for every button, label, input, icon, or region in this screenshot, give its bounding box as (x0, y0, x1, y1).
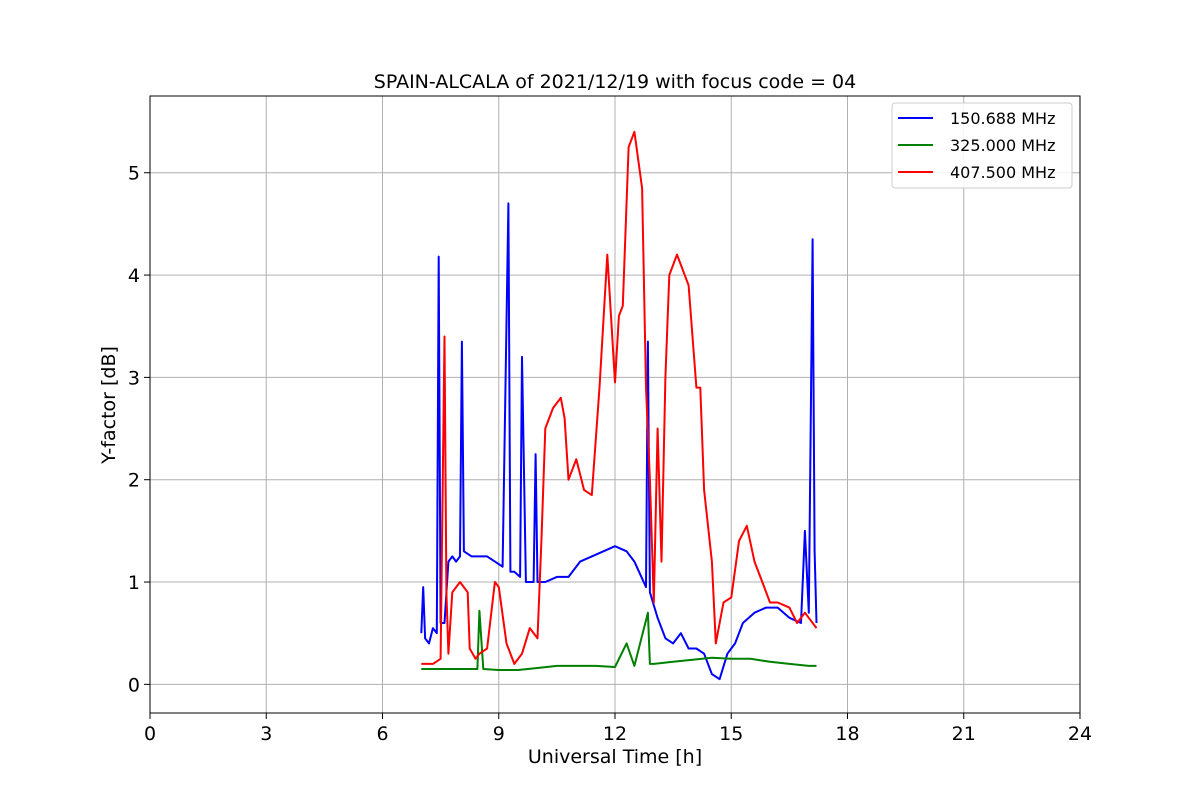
series-line-2 (421, 130, 818, 665)
x-tick-label: 3 (260, 723, 272, 745)
y-tick-label: 4 (128, 265, 140, 287)
x-tick-label: 18 (835, 723, 859, 745)
x-tick-label: 24 (1068, 723, 1092, 745)
x-tick-label: 15 (719, 723, 743, 745)
x-tick-label: 12 (603, 723, 627, 745)
y-tick-label: 5 (128, 163, 140, 185)
chart-title: SPAIN-ALCALA of 2021/12/19 with focus co… (374, 71, 856, 93)
legend: 150.688 MHz 325.000 MHz 407.500 MHz (891, 102, 1073, 189)
series-line-1 (421, 609, 817, 671)
x-tick-label: 9 (493, 723, 505, 745)
series-line-0 (420, 202, 818, 681)
y-tick-label: 0 (128, 674, 140, 696)
legend-box (891, 102, 1073, 189)
series-lines (420, 130, 818, 681)
legend-label-1: 325.000 MHz (950, 136, 1055, 155)
y-tick-label: 2 (128, 470, 140, 492)
x-tick-label: 21 (952, 723, 976, 745)
x-tick-label: 0 (144, 723, 156, 745)
x-tick-label: 6 (376, 723, 388, 745)
legend-label-0: 150.688 MHz (950, 109, 1055, 128)
y-tick-label: 1 (128, 572, 140, 594)
y-axis-label: Y-factor [dB] (98, 346, 120, 465)
legend-label-2: 407.500 MHz (950, 163, 1055, 182)
x-axis-label: Universal Time [h] (528, 746, 702, 768)
y-tick-label: 3 (128, 367, 140, 389)
